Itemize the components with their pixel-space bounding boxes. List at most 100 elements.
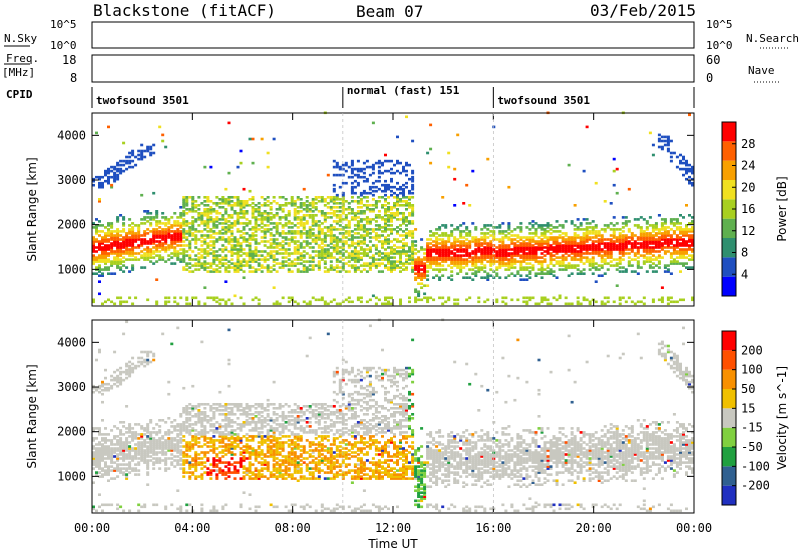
pixel xyxy=(429,147,433,151)
pixel xyxy=(191,427,195,430)
pixel xyxy=(603,254,607,257)
pixel xyxy=(657,214,661,217)
pixel xyxy=(408,262,411,265)
pixel xyxy=(417,276,421,279)
pixel xyxy=(615,262,619,265)
pixel xyxy=(200,477,204,480)
pixel xyxy=(143,360,147,364)
pixel xyxy=(116,264,120,267)
pixel xyxy=(167,232,171,235)
pixel xyxy=(546,246,550,249)
pixel xyxy=(582,242,586,245)
pixel xyxy=(612,228,616,231)
pixel xyxy=(672,238,676,241)
pixel xyxy=(420,298,424,302)
pixel xyxy=(245,238,249,241)
pixel xyxy=(525,302,529,306)
pixel xyxy=(137,433,141,436)
pixel xyxy=(432,240,436,243)
pixel xyxy=(191,270,195,273)
pixel xyxy=(179,429,183,432)
pixel xyxy=(314,220,318,223)
pixel xyxy=(549,228,553,231)
pixel xyxy=(101,238,104,241)
pixel xyxy=(540,270,544,273)
pixel xyxy=(239,202,243,205)
pixel xyxy=(116,503,120,507)
pixel xyxy=(362,234,366,237)
pixel xyxy=(648,232,652,235)
pixel xyxy=(128,236,132,239)
pixel xyxy=(414,298,418,302)
pixel xyxy=(561,226,565,229)
pixel xyxy=(666,147,670,151)
pixel xyxy=(104,179,107,183)
pixel xyxy=(188,256,192,259)
pixel xyxy=(119,238,123,241)
pixel xyxy=(402,216,405,219)
pixel xyxy=(468,252,472,255)
pixel xyxy=(152,230,156,233)
pixel xyxy=(263,250,267,253)
pixel xyxy=(194,465,198,468)
pixel xyxy=(606,252,610,255)
pixel xyxy=(618,298,622,302)
pixel xyxy=(224,262,228,265)
pixel xyxy=(359,242,363,245)
pixel xyxy=(254,218,258,221)
pixel xyxy=(230,244,234,247)
pixel xyxy=(362,226,366,229)
pixel xyxy=(296,256,300,259)
pixel xyxy=(365,179,369,183)
pixel xyxy=(149,260,153,263)
pixel xyxy=(152,431,156,434)
pixel xyxy=(152,503,156,507)
pixel xyxy=(242,206,246,209)
pixel xyxy=(341,200,345,203)
pixel xyxy=(552,248,556,251)
pixel xyxy=(528,254,532,257)
pixel xyxy=(591,240,595,243)
pixel xyxy=(146,447,150,450)
pixel xyxy=(338,256,342,259)
pixel xyxy=(251,258,255,261)
pixel xyxy=(435,238,439,241)
pixel xyxy=(92,242,95,245)
pixel xyxy=(688,244,691,247)
pixel xyxy=(302,268,306,271)
pixel xyxy=(447,296,451,300)
pixel xyxy=(278,196,282,199)
pixel xyxy=(104,173,107,177)
pixel xyxy=(188,449,192,452)
pixel xyxy=(182,252,186,255)
pixel xyxy=(113,370,117,374)
pixel xyxy=(582,236,586,239)
pixel xyxy=(137,503,141,507)
pixel xyxy=(308,264,312,267)
pixel xyxy=(669,300,673,304)
pixel xyxy=(260,240,264,243)
pixel xyxy=(423,274,427,277)
pixel xyxy=(540,256,544,259)
pixel xyxy=(405,163,408,167)
pixel xyxy=(170,238,174,241)
pixel xyxy=(405,173,408,177)
pixel xyxy=(167,449,171,452)
pixel xyxy=(323,216,327,219)
pixel xyxy=(170,236,174,239)
pixel xyxy=(140,244,144,247)
pixel xyxy=(543,228,547,231)
pixel xyxy=(498,258,502,261)
pixel xyxy=(128,224,132,227)
pixel xyxy=(194,236,198,239)
pixel xyxy=(688,169,691,173)
pixel xyxy=(402,169,405,173)
pixel xyxy=(387,187,390,191)
pixel xyxy=(263,234,267,237)
pixel xyxy=(441,234,445,237)
pixel xyxy=(95,246,98,249)
pixel xyxy=(134,155,138,159)
pixel xyxy=(152,447,156,450)
pixel xyxy=(260,137,264,141)
pixel xyxy=(167,230,171,233)
